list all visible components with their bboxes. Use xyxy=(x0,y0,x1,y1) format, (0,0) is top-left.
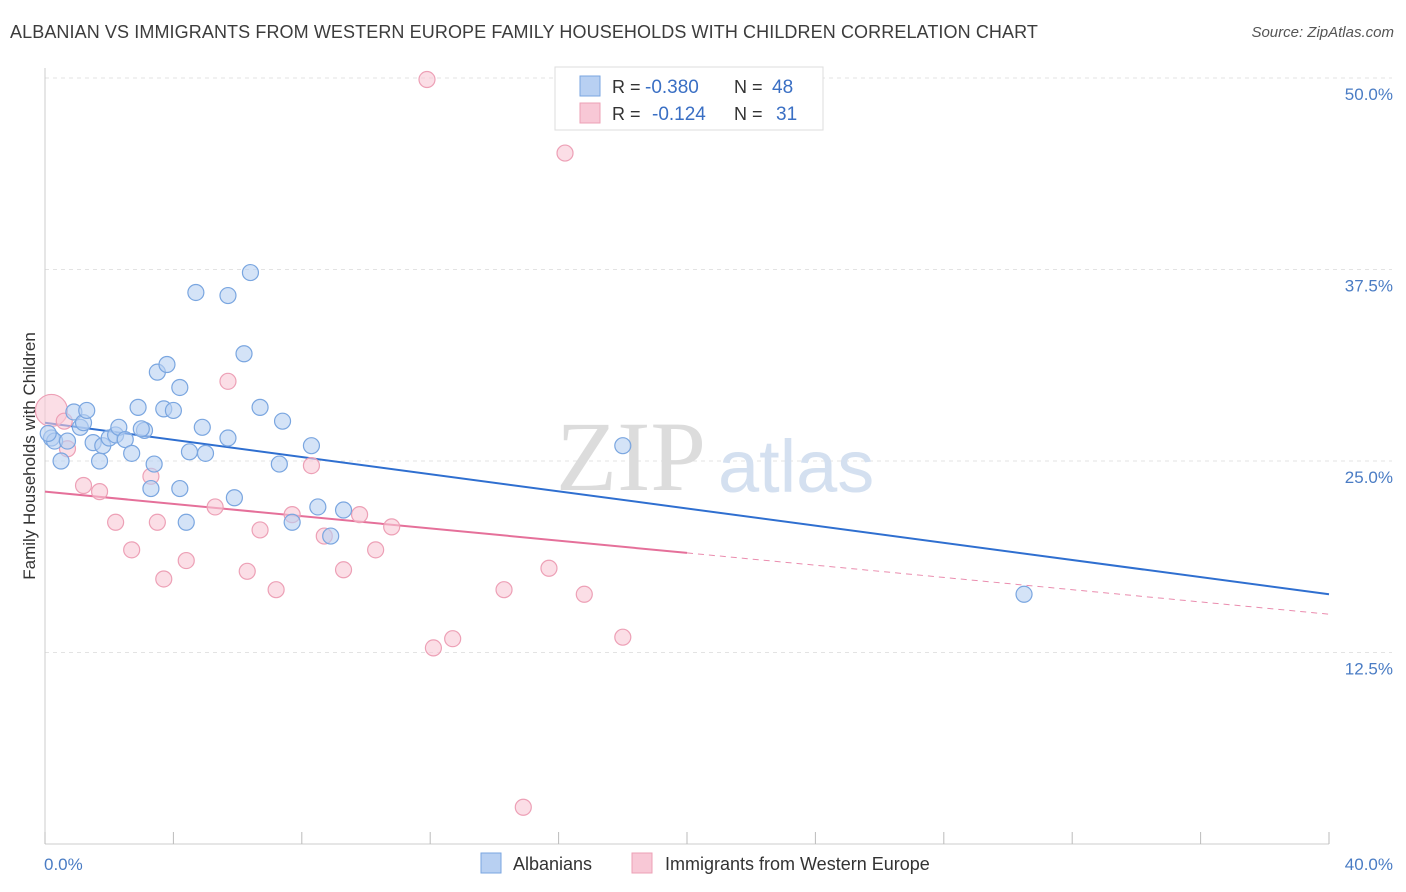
point-albanians xyxy=(322,527,340,545)
y-tick-label: 25.0% xyxy=(1345,468,1393,487)
point-albanians xyxy=(90,452,109,470)
point-albanians xyxy=(171,479,189,498)
point-albanians xyxy=(52,452,70,470)
point-albanians xyxy=(219,286,237,305)
point-albanians xyxy=(180,443,199,461)
legend-n-value-2: 31 xyxy=(776,104,797,125)
point-immigrants xyxy=(614,628,632,646)
point-immigrants xyxy=(367,541,385,559)
point-immigrants xyxy=(155,570,173,588)
point-albanians xyxy=(1015,585,1033,603)
watermark: ZIP atlas xyxy=(556,401,874,512)
x-tick-label: 0.0% xyxy=(44,855,83,874)
point-immigrants xyxy=(177,551,195,570)
point-immigrants xyxy=(206,498,224,516)
point-albanians xyxy=(302,437,321,455)
point-albanians xyxy=(225,489,243,507)
point-albanians xyxy=(196,444,215,462)
y-tick-label: 12.5% xyxy=(1345,660,1393,679)
legend-swatch-pink xyxy=(579,102,601,124)
legend-top: R = -0.380 N = 48 R = -0.124 N = 31 xyxy=(554,66,824,131)
point-albanians xyxy=(78,401,96,420)
point-albanians xyxy=(235,345,253,363)
legend-r-value-2: -0.124 xyxy=(652,104,706,125)
point-immigrants xyxy=(540,559,558,577)
point-albanians xyxy=(283,513,301,531)
point-immigrants xyxy=(495,581,513,599)
legend-r-label-2: R = xyxy=(612,104,641,124)
point-immigrants xyxy=(251,521,269,539)
tick-labels: 12.5% 25.0% 37.5% 50.0% 0.0% 40.0% xyxy=(44,85,1393,874)
point-albanians xyxy=(219,429,237,447)
chart-title: ALBANIAN VS IMMIGRANTS FROM WESTERN EURO… xyxy=(10,22,1038,42)
point-albanians xyxy=(193,418,211,436)
trend-lines xyxy=(44,421,1330,615)
point-albanians xyxy=(39,424,57,443)
watermark-zip: ZIP xyxy=(556,401,706,512)
axes xyxy=(44,68,1330,845)
point-albanians xyxy=(145,455,163,473)
point-albanians xyxy=(251,398,269,416)
point-immigrants xyxy=(350,506,369,524)
point-albanians xyxy=(158,355,176,374)
point-immigrants xyxy=(90,483,109,501)
point-immigrants xyxy=(575,585,593,603)
point-albanians xyxy=(614,437,632,455)
legend-bottom-swatch-blue xyxy=(480,852,502,874)
x-tick-label: 40.0% xyxy=(1345,855,1393,874)
trend-line-albanians xyxy=(44,421,1330,596)
legend-n-label-2: N = xyxy=(734,104,763,124)
point-immigrants xyxy=(556,144,574,162)
legend-n-label-1: N = xyxy=(734,77,763,97)
y-tick-label: 37.5% xyxy=(1345,277,1393,296)
point-albanians xyxy=(334,501,353,519)
legend-r-label-1: R = xyxy=(612,77,641,97)
legend-n-value-1: 48 xyxy=(772,77,793,98)
point-immigrants xyxy=(418,70,436,89)
point-immigrants xyxy=(383,518,401,536)
point-immigrants xyxy=(267,581,285,599)
legend-item-immigrants: Immigrants from Western Europe xyxy=(665,854,930,874)
point-albanians xyxy=(129,398,147,416)
point-albanians xyxy=(164,401,182,420)
point-albanians xyxy=(142,479,160,498)
legend-bottom: Albanians Immigrants from Western Europe xyxy=(480,852,930,874)
trend-line-immigrants-extension xyxy=(686,552,1330,615)
watermark-atlas: atlas xyxy=(718,425,874,508)
point-immigrants xyxy=(424,639,443,657)
point-immigrants xyxy=(238,562,256,580)
legend-bottom-swatch-pink xyxy=(631,852,653,874)
y-axis-title: Family Households with Children xyxy=(20,332,39,580)
point-immigrants xyxy=(74,476,93,495)
point-immigrants xyxy=(444,630,462,648)
source-label: Source: ZipAtlas.com xyxy=(1251,24,1394,41)
point-albanians xyxy=(116,430,134,449)
point-albanians xyxy=(123,444,141,462)
legend-item-albanians: Albanians xyxy=(513,854,592,874)
point-immigrants xyxy=(302,456,321,475)
point-albanians xyxy=(177,513,195,531)
y-tick-label: 50.0% xyxy=(1345,85,1393,104)
legend-r-value-1: -0.380 xyxy=(645,77,699,98)
point-immigrants xyxy=(514,798,532,816)
point-immigrants xyxy=(107,513,125,531)
point-albanians xyxy=(187,283,205,302)
point-albanians xyxy=(241,263,260,282)
point-immigrants xyxy=(334,561,353,579)
point-immigrants xyxy=(123,541,141,559)
point-immigrants xyxy=(219,372,237,390)
legend-swatch-blue xyxy=(579,75,601,97)
point-albanians xyxy=(270,455,288,473)
data-points xyxy=(34,70,1033,816)
point-albanians xyxy=(132,420,150,438)
trend-line-immigrants xyxy=(44,490,688,554)
point-immigrants xyxy=(148,513,166,531)
point-albanians xyxy=(58,432,77,450)
point-albanians xyxy=(309,498,327,516)
point-albanians xyxy=(171,378,189,397)
point-albanians xyxy=(273,412,292,430)
